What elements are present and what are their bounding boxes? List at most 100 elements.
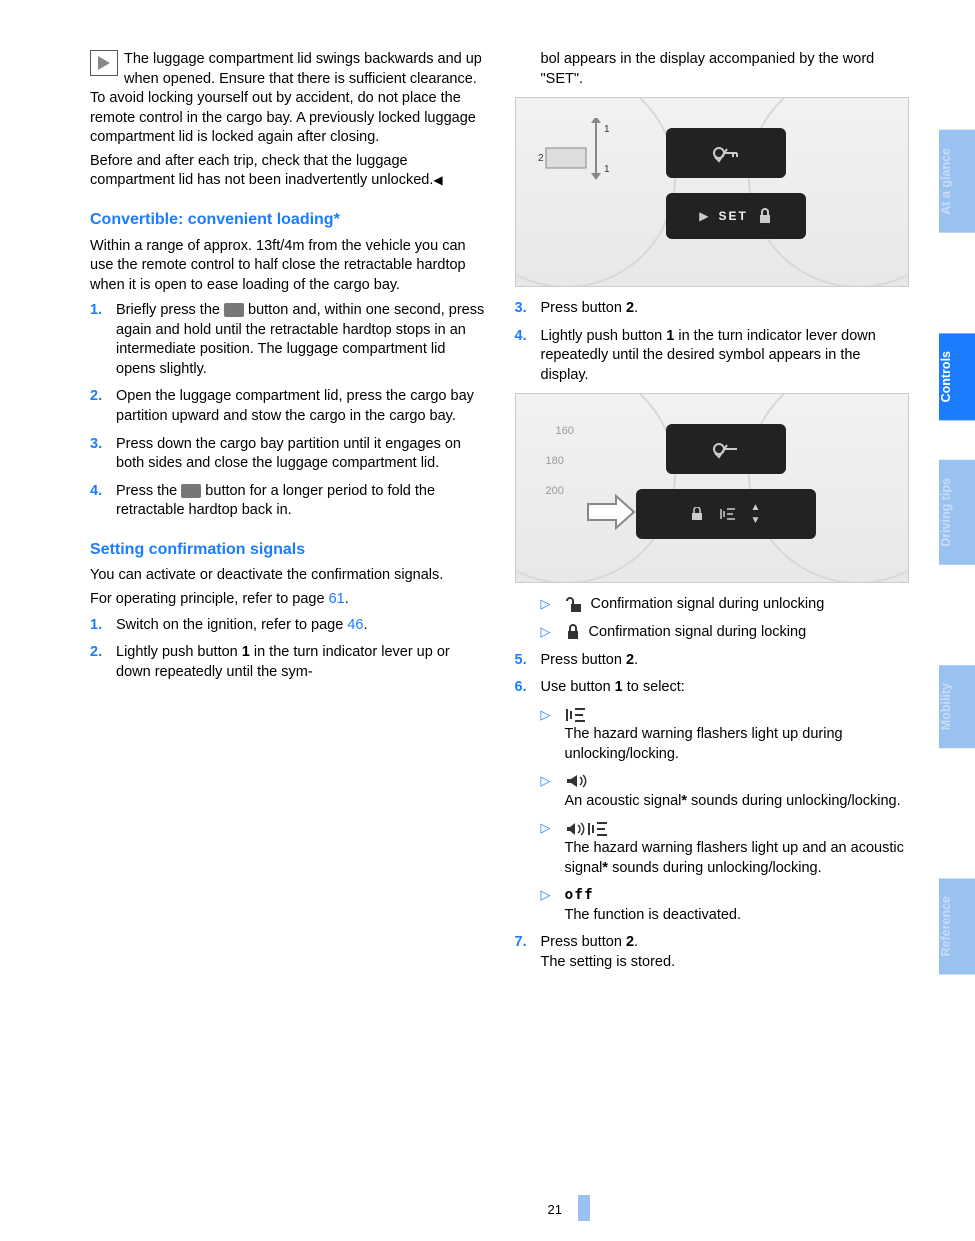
lock-icon [691,507,703,521]
list-item: 2. Lightly push button 1 in the turn ind… [90,643,485,682]
sublist-item: ▷ Confirmation signal during unlocking [541,595,910,615]
list-number: 4. [515,327,541,386]
triangle-bullet-icon: ▷ [541,706,565,765]
figure-set-display: ▶ SET 1 1 2 [515,97,910,287]
continuation-text: bol appears in the display accompanied b… [515,50,910,89]
triangle-bullet-icon: ▷ [541,819,565,878]
sublist-item: ▷ An acoustic signal* sounds during unlo… [541,772,910,811]
list-item: 2. Open the luggage compartment lid, pre… [90,387,485,426]
list-text: Lightly push button 1 in the turn indica… [541,327,910,386]
sublist-item: ▷ The hazard warning flashers light up d… [541,706,910,765]
triangle-bullet-icon: ▷ [541,595,565,615]
page-link-61[interactable]: 61 [329,591,345,607]
sublist-text: The hazard warning flashers light up dur… [565,706,910,765]
paragraph-ref: For operating principle, refer to page 6… [90,590,485,610]
speed-label: 200 [546,484,564,499]
list-text: Open the luggage compartment lid, press … [116,387,485,426]
list-text: Use button 1 to select: [541,678,910,698]
heading-convertible: Convertible: convenient loading* [90,209,485,231]
key-check-icon [711,439,741,459]
list-number: 2. [90,387,116,426]
list-item: 4. Lightly push button 1 in the turn ind… [515,327,910,386]
note-paragraph-2: Before and after each trip, check that t… [90,152,485,191]
list-item: 4. Press the button for a longer period … [90,482,485,521]
list-number: 1. [90,616,116,636]
svg-text:1: 1 [604,164,610,175]
tab-controls[interactable]: Controls [939,333,975,420]
both-signals-icon [565,821,609,837]
triangle-bullet-icon: ▷ [541,886,565,925]
sublist-item: ▷ The hazard warning flashers light up a… [541,819,910,878]
list-text: Press button 2. [541,299,910,319]
note-text-2: Before and after each trip, check that t… [90,153,433,189]
list-item: 3. Press button 2. [515,299,910,319]
sidebar-tabs: At a glance Controls Driving tips Mobili… [939,0,975,1241]
remote-button-icon [224,303,244,317]
list-number: 4. [90,482,116,521]
sublist-options: ▷ The hazard warning flashers light up d… [515,706,910,926]
lever-diagram-icon: 1 1 2 [536,118,636,188]
note-paragraph: The luggage compartment lid swings backw… [90,50,485,148]
sublist-item: ▷ Confirmation signal during locking [541,623,910,643]
note-text: The luggage compartment lid swings backw… [90,51,482,145]
list-number: 3. [90,435,116,474]
list-signals: 1. Switch on the ignition, refer to page… [90,616,485,683]
tab-at-a-glance[interactable]: At a glance [939,130,975,233]
page-number-bar [578,1195,590,1221]
arrow-right-icon [586,494,636,530]
svg-text:2: 2 [538,153,544,164]
list-steps-34: 3. Press button 2. 4. Lightly push butto… [515,299,910,385]
list-number: 3. [515,299,541,319]
page-link-46[interactable]: 46 [347,617,363,633]
list-text: Lightly push button 1 in the turn indica… [116,643,485,682]
left-column: The luggage compartment lid swings backw… [90,50,485,1211]
svg-text:1: 1 [604,124,610,135]
sublist-text: Confirmation signal during unlocking [565,595,910,615]
heading-signals: Setting confirmation signals [90,539,485,561]
unlock-icon [565,597,583,613]
list-text: Press the button for a longer period to … [116,482,485,521]
note-triangle-icon [90,50,118,76]
tab-reference[interactable]: Reference [939,878,975,974]
sublist-text: off The function is deactivated. [565,886,910,925]
list-step-7: 7. Press button 2.The setting is stored. [515,933,910,972]
list-item: 3. Press down the cargo bay partition un… [90,435,485,474]
list-convertible: 1. Briefly press the button and, within … [90,301,485,521]
list-item: 1. Switch on the ignition, refer to page… [90,616,485,636]
speed-label: 180 [546,454,564,469]
tab-mobility[interactable]: Mobility [939,665,975,748]
end-triangle-icon: ◀ [433,173,442,187]
acoustic-signal-icon [565,773,589,789]
triangle-bullet-icon: ▷ [541,623,565,643]
right-column: bol appears in the display accompanied b… [515,50,910,1211]
paragraph-signals: You can activate or deactivate the confi… [90,566,485,586]
tab-driving-tips[interactable]: Driving tips [939,460,975,565]
figure-options-display: 160 180 200 ▲▼ [515,393,910,583]
off-label: off [565,887,594,903]
list-text: Press button 2.The setting is stored. [541,933,910,972]
sublist-text: An acoustic signal* sounds during unlock… [565,772,910,811]
sublist-item: ▷ off The function is deactivated. [541,886,910,925]
page-root: The luggage compartment lid swings backw… [0,0,975,1241]
page-number: 21 [548,1202,562,1217]
list-text: Switch on the ignition, refer to page 46… [116,616,485,636]
hazard-flashers-icon [565,707,587,723]
lock-icon [565,624,581,640]
list-item: 5. Press button 2. [515,651,910,671]
sublist-text: Confirmation signal during locking [565,623,910,643]
paragraph-convertible: Within a range of approx. 13ft/4m from t… [90,237,485,296]
hazard-icon [719,507,735,521]
list-number: 5. [515,651,541,671]
content-area: The luggage compartment lid swings backw… [0,0,939,1241]
list-item: 7. Press button 2.The setting is stored. [515,933,910,972]
lock-icon [758,208,772,224]
list-number: 2. [90,643,116,682]
sublist-text: The hazard warning flashers light up and… [565,819,910,878]
key-check-icon [711,143,741,163]
list-number: 7. [515,933,541,972]
speed-label: 160 [556,424,574,439]
remote-button-icon [181,484,201,498]
list-item: 1. Briefly press the button and, within … [90,301,485,379]
triangle-bullet-icon: ▷ [541,772,565,811]
list-text: Press button 2. [541,651,910,671]
